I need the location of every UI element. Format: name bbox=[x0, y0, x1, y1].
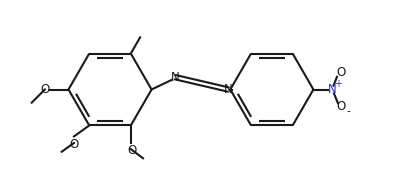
Text: O: O bbox=[127, 144, 136, 157]
Text: O: O bbox=[336, 66, 345, 79]
Text: O: O bbox=[337, 100, 346, 113]
Text: O: O bbox=[69, 138, 78, 151]
Text: N: N bbox=[327, 83, 336, 96]
Text: O: O bbox=[40, 83, 50, 96]
Text: +: + bbox=[334, 79, 342, 89]
Text: N: N bbox=[224, 83, 233, 96]
Text: N: N bbox=[171, 71, 180, 84]
Text: -: - bbox=[346, 106, 350, 116]
